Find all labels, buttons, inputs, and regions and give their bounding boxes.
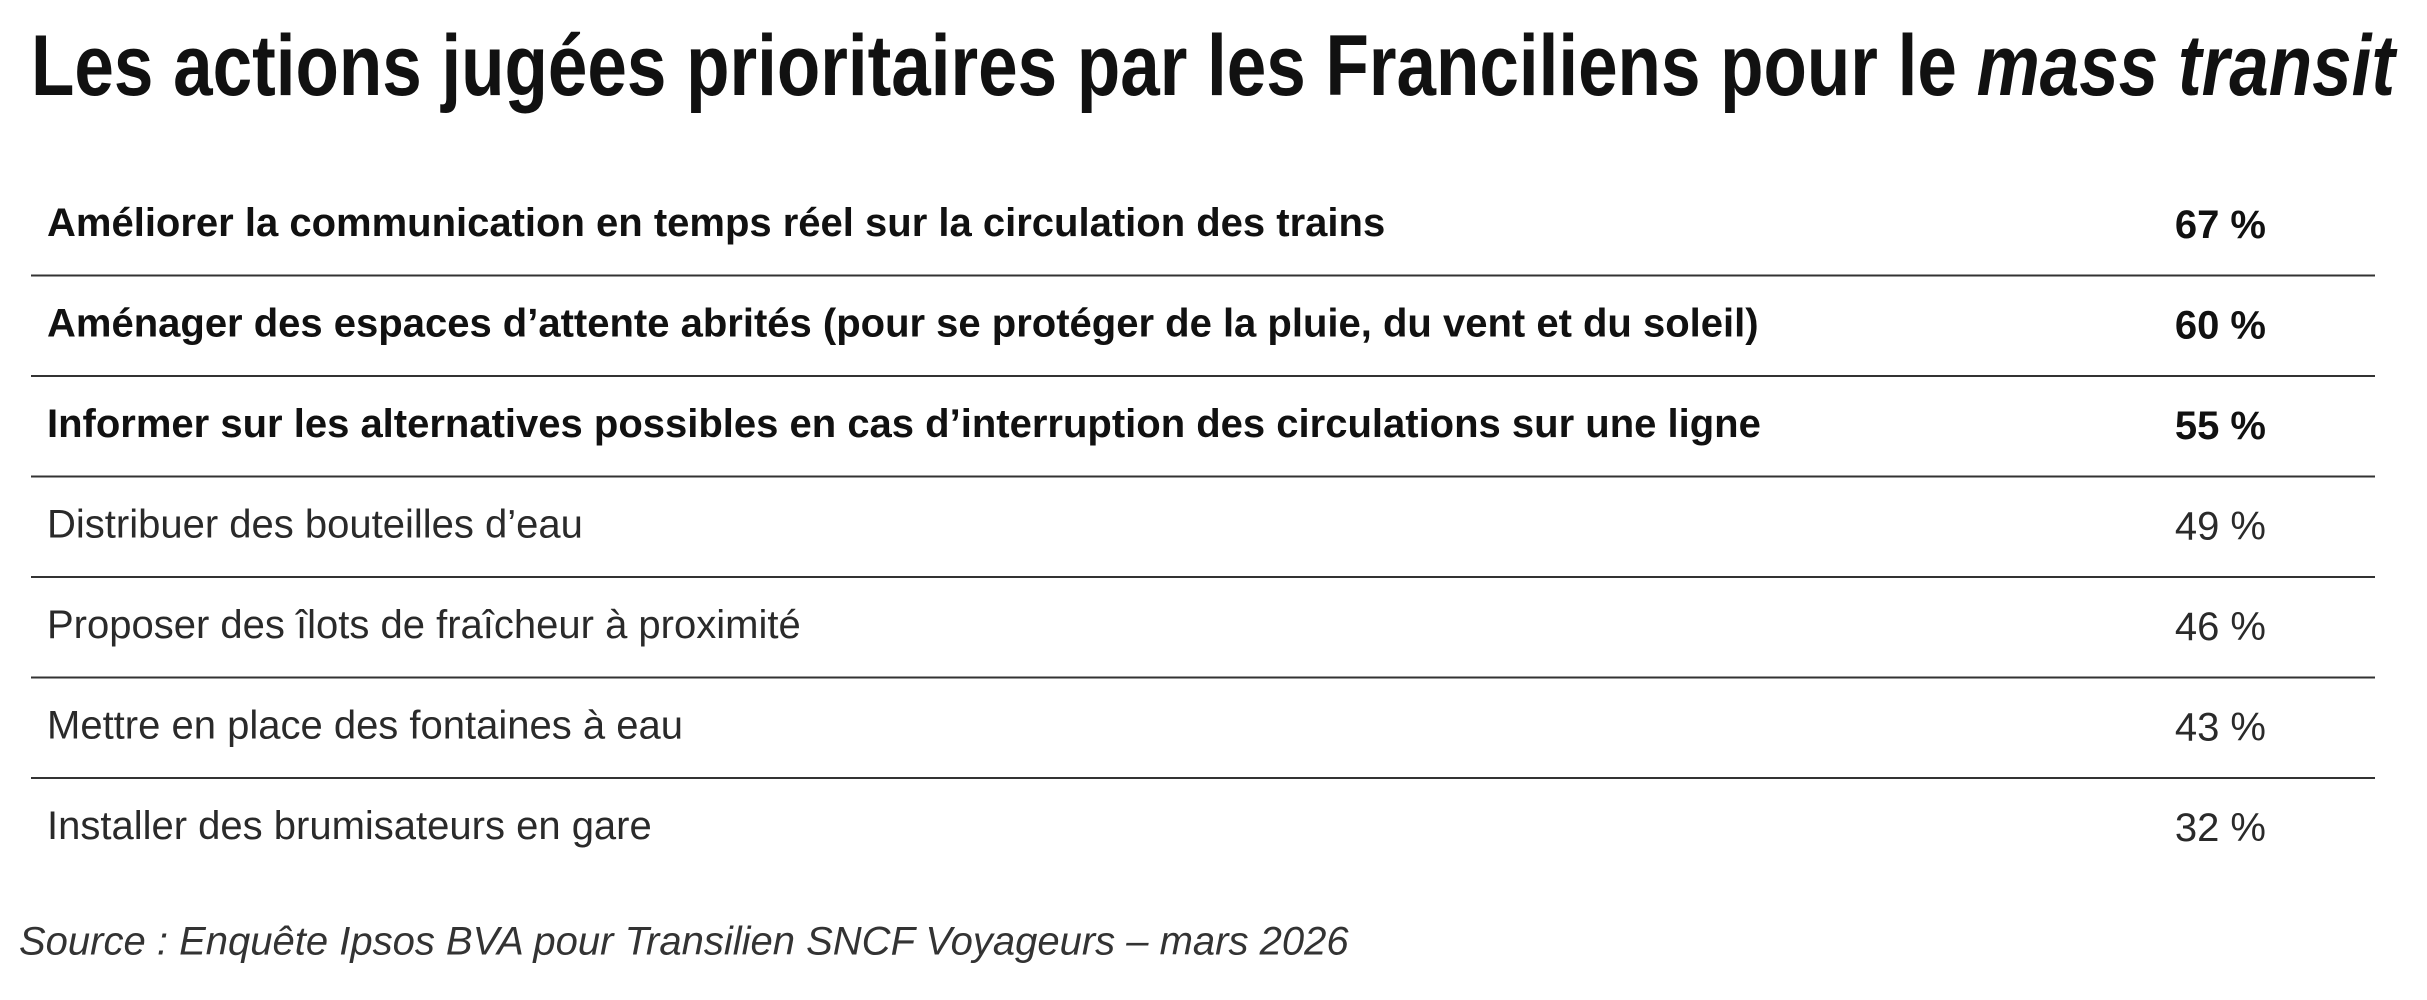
table-row: Proposer des îlots de fraîcheur à proxim…	[47, 603, 2266, 649]
title-emphasis: mass transit	[1977, 18, 2398, 114]
action-label: Améliorer la communication en temps réel…	[47, 201, 1385, 245]
table-row: Améliorer la communication en temps réel…	[47, 201, 2266, 247]
action-label: Proposer des îlots de fraîcheur à proxim…	[47, 603, 801, 647]
action-label: Installer des brumisateurs en gare	[47, 804, 652, 848]
percentage: 46 %	[2175, 605, 2266, 649]
action-label: Informer sur les alternatives possibles …	[47, 402, 1761, 446]
table-row: Distribuer des bouteilles d’eau 49 %	[47, 502, 2266, 548]
action-label: Mettre en place des fontaines à eau	[47, 703, 683, 747]
percentage: 49 %	[2175, 504, 2266, 548]
table-row: Informer sur les alternatives possibles …	[47, 402, 2266, 448]
percentage: 32 %	[2175, 806, 2266, 850]
title-main: Les actions jugées prioritaires par les …	[31, 18, 1957, 114]
percentage: 67 %	[2175, 203, 2266, 247]
action-label: Distribuer des bouteilles d’eau	[47, 502, 583, 546]
table-row: Aménager des espaces d’attente abrités (…	[47, 301, 2266, 347]
source: Source : Enquête Ipsos BVA pour Transili…	[19, 920, 1349, 964]
title: Les actions jugées prioritaires par les …	[31, 18, 2398, 114]
table-row: Mettre en place des fontaines à eau 43 %	[47, 703, 2266, 749]
action-label: Aménager des espaces d’attente abrités (…	[47, 301, 1759, 345]
table-row: Installer des brumisateurs en gare 32 %	[47, 804, 2266, 850]
table: Améliorer la communication en temps réel…	[31, 201, 2375, 850]
percentage: 55 %	[2175, 404, 2266, 448]
percentage: 43 %	[2175, 705, 2266, 749]
percentage: 60 %	[2175, 303, 2266, 347]
